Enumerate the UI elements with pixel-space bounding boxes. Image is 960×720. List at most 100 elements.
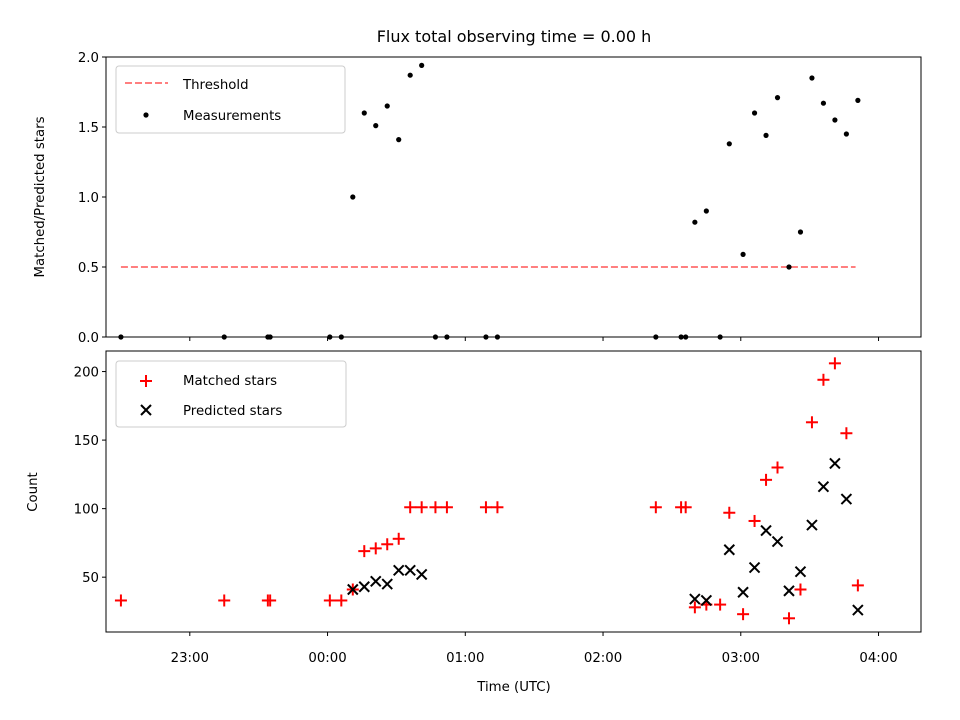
top-legend-box: [115, 65, 346, 134]
predicted-stars-point: [783, 585, 795, 597]
bottom-panel: 50 100 150 200 23:00 00:00 01:00 02:00 03:00 04:…: [26, 350, 922, 695]
matched-stars-point: [771, 461, 784, 474]
measurements-point: [692, 219, 698, 225]
top-y-axis-label: Matched/Predicted stars: [33, 116, 48, 277]
predicted-stars-point: [771, 535, 784, 548]
measurements-point: [726, 141, 732, 147]
matched-stars-point: [828, 357, 841, 370]
matched-stars-point: [723, 506, 736, 519]
predicted-stars-point: [840, 493, 853, 505]
legend-predicted-swatch: [140, 404, 152, 416]
top-panel: Flux total observing time = 0.00 h 0.0 0.…: [33, 27, 922, 346]
bottom-x-tick-label: 00:00: [308, 651, 346, 666]
top-y-axis: 0.0 0.5 1.0 1.5 2.0: [78, 51, 106, 346]
measurements-point: [774, 95, 781, 101]
matched-stars-point: [817, 373, 830, 386]
measurements-point: [797, 229, 804, 235]
measurements-point: [843, 131, 849, 137]
bottom-x-tick-label: 23:00: [171, 651, 209, 666]
matched-stars-point: [392, 532, 405, 545]
legend-predicted-label: Predicted stars: [183, 404, 282, 419]
matched-stars-point: [335, 594, 348, 607]
bottom-y-tick-label: 200: [74, 366, 99, 381]
matched-stars-point: [748, 514, 761, 527]
matched-stars-point: [358, 545, 371, 558]
bottom-x-tick-label: 02:00: [584, 651, 622, 666]
predicted-stars-point: [794, 565, 807, 578]
predicted-stars-point: [404, 564, 416, 577]
bottom-x-axis: 23:00 00:00 01:00 02:00 03:00 04:00: [171, 632, 898, 666]
top-axes-frame: [105, 56, 922, 338]
bottom-x-tick-label: 04:00: [859, 651, 897, 666]
top-y-tick-label: 1.0: [78, 191, 99, 206]
matched-stars-point: [114, 594, 127, 607]
bottom-x-tick-label: 01:00: [446, 651, 484, 666]
measurements-point: [361, 110, 367, 116]
predicted-stars-point: [852, 604, 864, 616]
matched-stars-point: [714, 598, 727, 611]
bottom-x-axis-label: Time (UTC): [476, 680, 551, 695]
predicted-stars-point: [760, 524, 772, 537]
predicted-stars-point: [358, 581, 370, 593]
predicted-stars-point: [347, 583, 359, 596]
matched-stars-point: [479, 501, 492, 514]
legend-measurements-label: Measurements: [183, 109, 281, 124]
predicted-stars-point: [700, 594, 713, 607]
matched-stars-point: [840, 427, 853, 440]
matched-stars-point: [381, 538, 394, 551]
matched-stars-point: [851, 579, 864, 592]
bottom-legend-box: [115, 360, 347, 428]
predicted-stars-point: [723, 544, 736, 556]
top-x-axis: [189, 337, 880, 341]
top-legend: Threshold Measurements: [115, 65, 346, 134]
matched-stars-point: [440, 501, 453, 514]
legend-matched-label: Matched stars: [183, 374, 277, 389]
bottom-y-tick-label: 150: [74, 434, 99, 449]
top-y-tick-label: 0.0: [78, 331, 99, 346]
predicted-stars-point: [737, 586, 749, 598]
measurements-point: [740, 251, 746, 257]
predicted-stars-point: [381, 578, 393, 590]
measurements-point: [751, 110, 758, 116]
bottom-x-tick-label: 03:00: [722, 651, 760, 666]
bottom-plot-area: [114, 357, 864, 625]
bottom-legend: Matched stars Predicted stars: [115, 360, 347, 428]
measurements-point: [373, 123, 379, 129]
measurements-point: [786, 264, 792, 270]
measurements-point: [855, 97, 861, 103]
measurements-point: [396, 137, 402, 143]
measurements-point: [809, 75, 815, 81]
bottom-y-axis-label: Count: [26, 472, 41, 512]
predicted-stars-point: [829, 457, 841, 470]
bottom-y-axis: 50 100 150 200: [74, 366, 106, 586]
matched-stars-point: [429, 501, 442, 514]
measurements-point: [820, 100, 827, 106]
measurements-point: [407, 72, 413, 78]
chart-title: Flux total observing time = 0.00 h: [377, 27, 652, 46]
matched-stars-point: [688, 601, 701, 614]
legend-threshold-label: Threshold: [182, 78, 249, 93]
predicted-stars-point: [748, 561, 761, 574]
matched-stars-point: [491, 501, 504, 514]
matched-stars-point: [679, 501, 692, 514]
predicted-stars-point: [689, 593, 701, 605]
predicted-stars-point: [817, 480, 830, 493]
bottom-y-tick-label: 100: [74, 503, 99, 518]
matched-stars-point: [369, 542, 382, 555]
predicted-stars-point: [806, 519, 818, 531]
predicted-stars-point: [415, 568, 428, 581]
top-y-tick-label: 0.5: [78, 261, 99, 276]
matched-stars-point: [218, 594, 231, 607]
measurements-point: [703, 208, 709, 214]
matched-stars-point: [415, 501, 428, 514]
predicted-stars-point: [370, 575, 382, 587]
measurements-point: [763, 132, 769, 138]
matched-stars-point: [323, 594, 336, 607]
matched-stars-point: [805, 416, 818, 429]
predicted-stars-point: [393, 564, 405, 577]
measurements-point: [832, 117, 838, 123]
measurements-point: [350, 194, 356, 200]
top-y-tick-label: 1.5: [78, 121, 99, 136]
legend-measurements-swatch: [143, 112, 149, 118]
